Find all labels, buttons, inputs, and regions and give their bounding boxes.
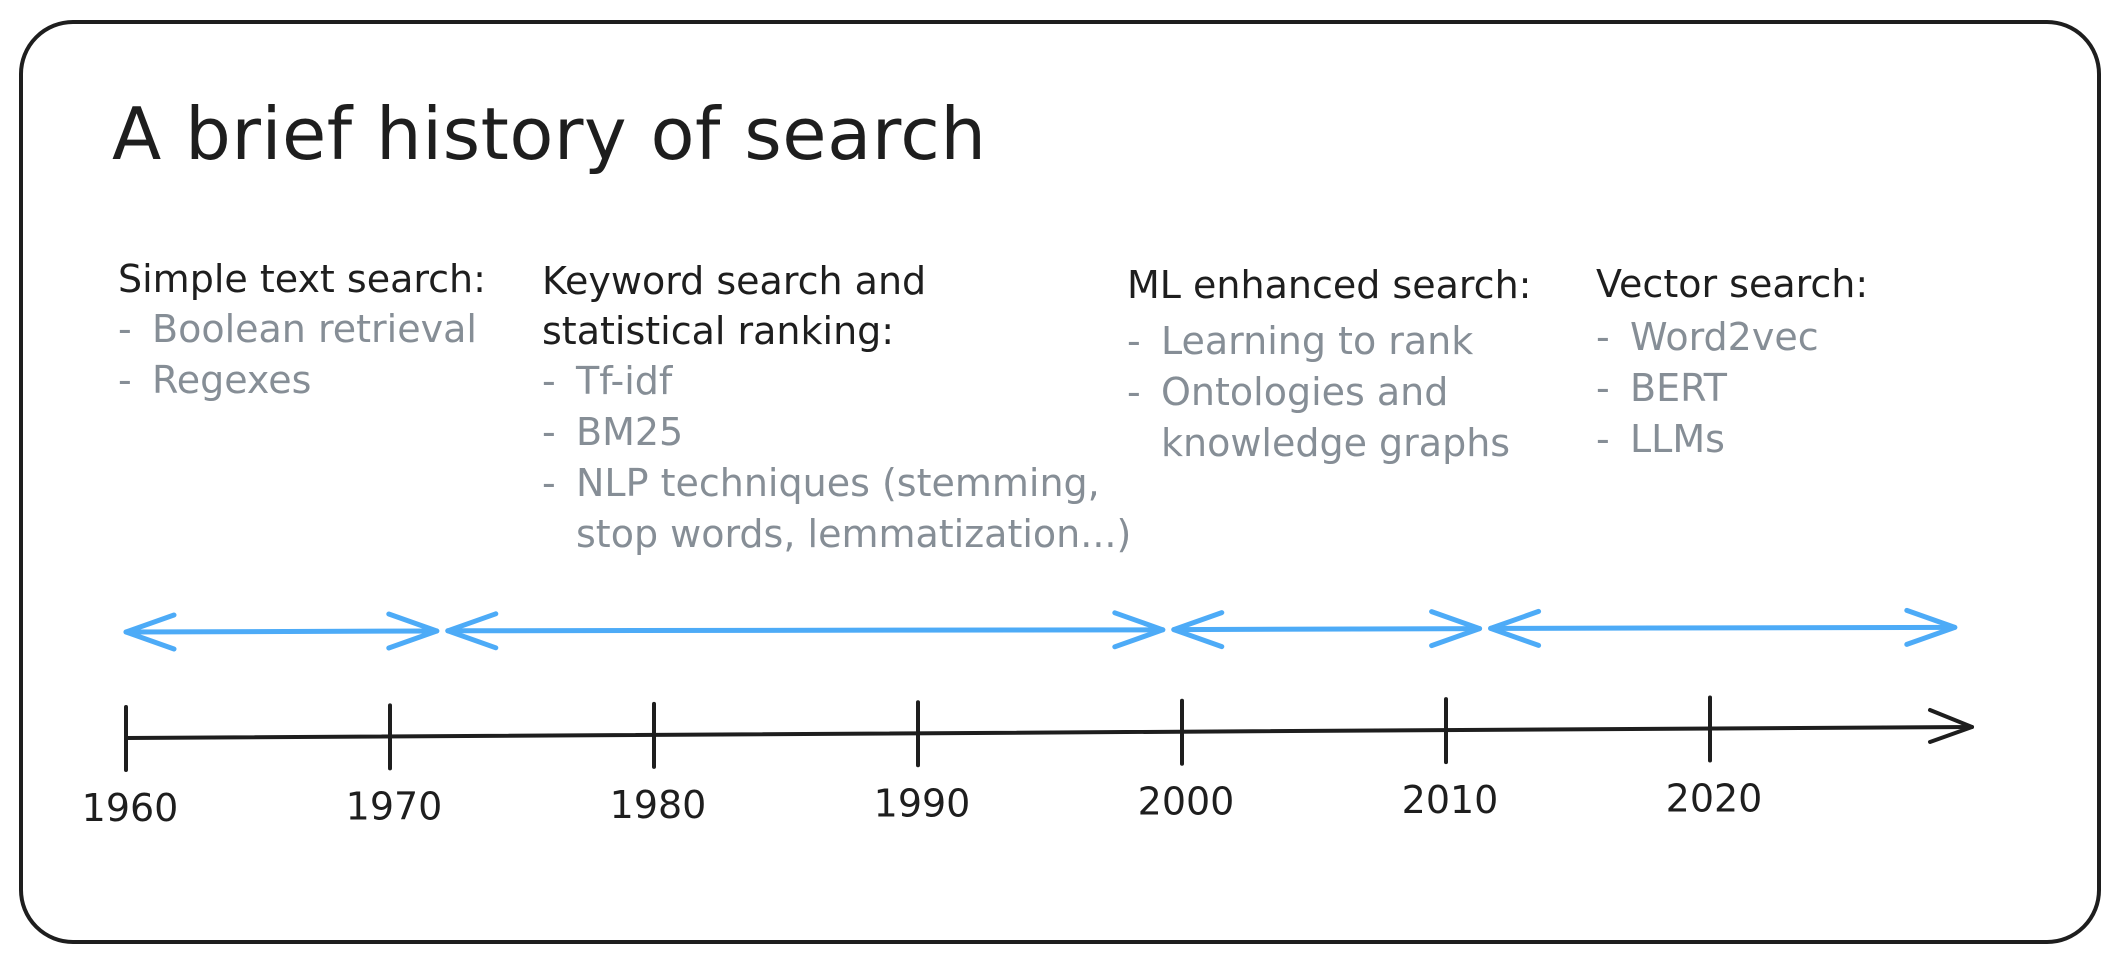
timeline-year-labels: 1960 1970 1980 1990 2000 2010 2020 bbox=[82, 777, 1763, 830]
list-item: - Learning to rank bbox=[1127, 319, 1474, 363]
era-item-list: - Word2vec - BERT - LLMs bbox=[1596, 312, 1868, 465]
era-item-list: - Tf-idf - BM25 - NLP techniques (stemming,… bbox=[542, 356, 1131, 560]
era-item-list: - Learning to rank - Ontologies and knowle… bbox=[1127, 316, 1531, 469]
era-range-arrow bbox=[123, 611, 440, 652]
era-item-list: - Boolean retrieval - Regexes bbox=[118, 304, 486, 406]
era-range-arrow bbox=[445, 610, 1166, 651]
list-item: - Boolean retrieval bbox=[118, 307, 477, 351]
list-item: - Ontologies and bbox=[1127, 370, 1449, 414]
timeline-axis-line bbox=[124, 725, 1974, 740]
timeline-ticks bbox=[124, 695, 1712, 772]
list-item: - Tf-idf bbox=[542, 359, 673, 403]
era-keyword-search: Keyword search and statistical ranking: … bbox=[542, 256, 1131, 560]
list-item: - BM25 bbox=[542, 410, 684, 454]
diagram-title: A brief history of search bbox=[112, 92, 987, 176]
era-vector-search: Vector search: - Word2vec - BERT - LLMs bbox=[1596, 259, 1868, 465]
year-label: 2020 bbox=[1666, 777, 1763, 821]
year-label: 1970 bbox=[346, 784, 443, 828]
era-simple-text-search: Simple text search: - Boolean retrieval -… bbox=[118, 254, 486, 406]
year-label: 2000 bbox=[1138, 780, 1235, 824]
era-range-arrows bbox=[123, 607, 1958, 652]
era-heading: Simple text search: bbox=[118, 257, 486, 301]
year-label: 1960 bbox=[82, 786, 179, 830]
year-label: 1990 bbox=[874, 781, 971, 825]
list-item: - Word2vec bbox=[1596, 315, 1819, 359]
era-heading-line-1: Keyword search and bbox=[542, 259, 927, 303]
diagram-frame bbox=[19, 20, 2101, 944]
list-item: - Regexes bbox=[118, 358, 312, 402]
era-heading-line-2: statistical ranking: bbox=[542, 309, 895, 353]
era-heading: ML enhanced search: bbox=[1127, 263, 1532, 307]
list-item: - NLP techniques (stemming, bbox=[542, 461, 1100, 505]
list-item: - BERT bbox=[1596, 366, 1727, 410]
era-heading: Vector search: bbox=[1596, 262, 1869, 306]
timeline-axis bbox=[124, 708, 1974, 744]
timeline-arrowhead-icon bbox=[1928, 708, 1974, 744]
list-item-continuation: knowledge graphs bbox=[1161, 421, 1511, 465]
list-item-continuation: stop words, lemmatization...) bbox=[576, 512, 1132, 556]
era-range-arrow bbox=[1488, 607, 1958, 648]
year-label: 2010 bbox=[1402, 778, 1499, 822]
list-item: - LLMs bbox=[1596, 417, 1725, 461]
year-label: 1980 bbox=[610, 783, 707, 827]
era-ml-enhanced-search: ML enhanced search: - Learning to rank -O… bbox=[1127, 260, 1531, 469]
era-range-arrow bbox=[1171, 609, 1483, 650]
